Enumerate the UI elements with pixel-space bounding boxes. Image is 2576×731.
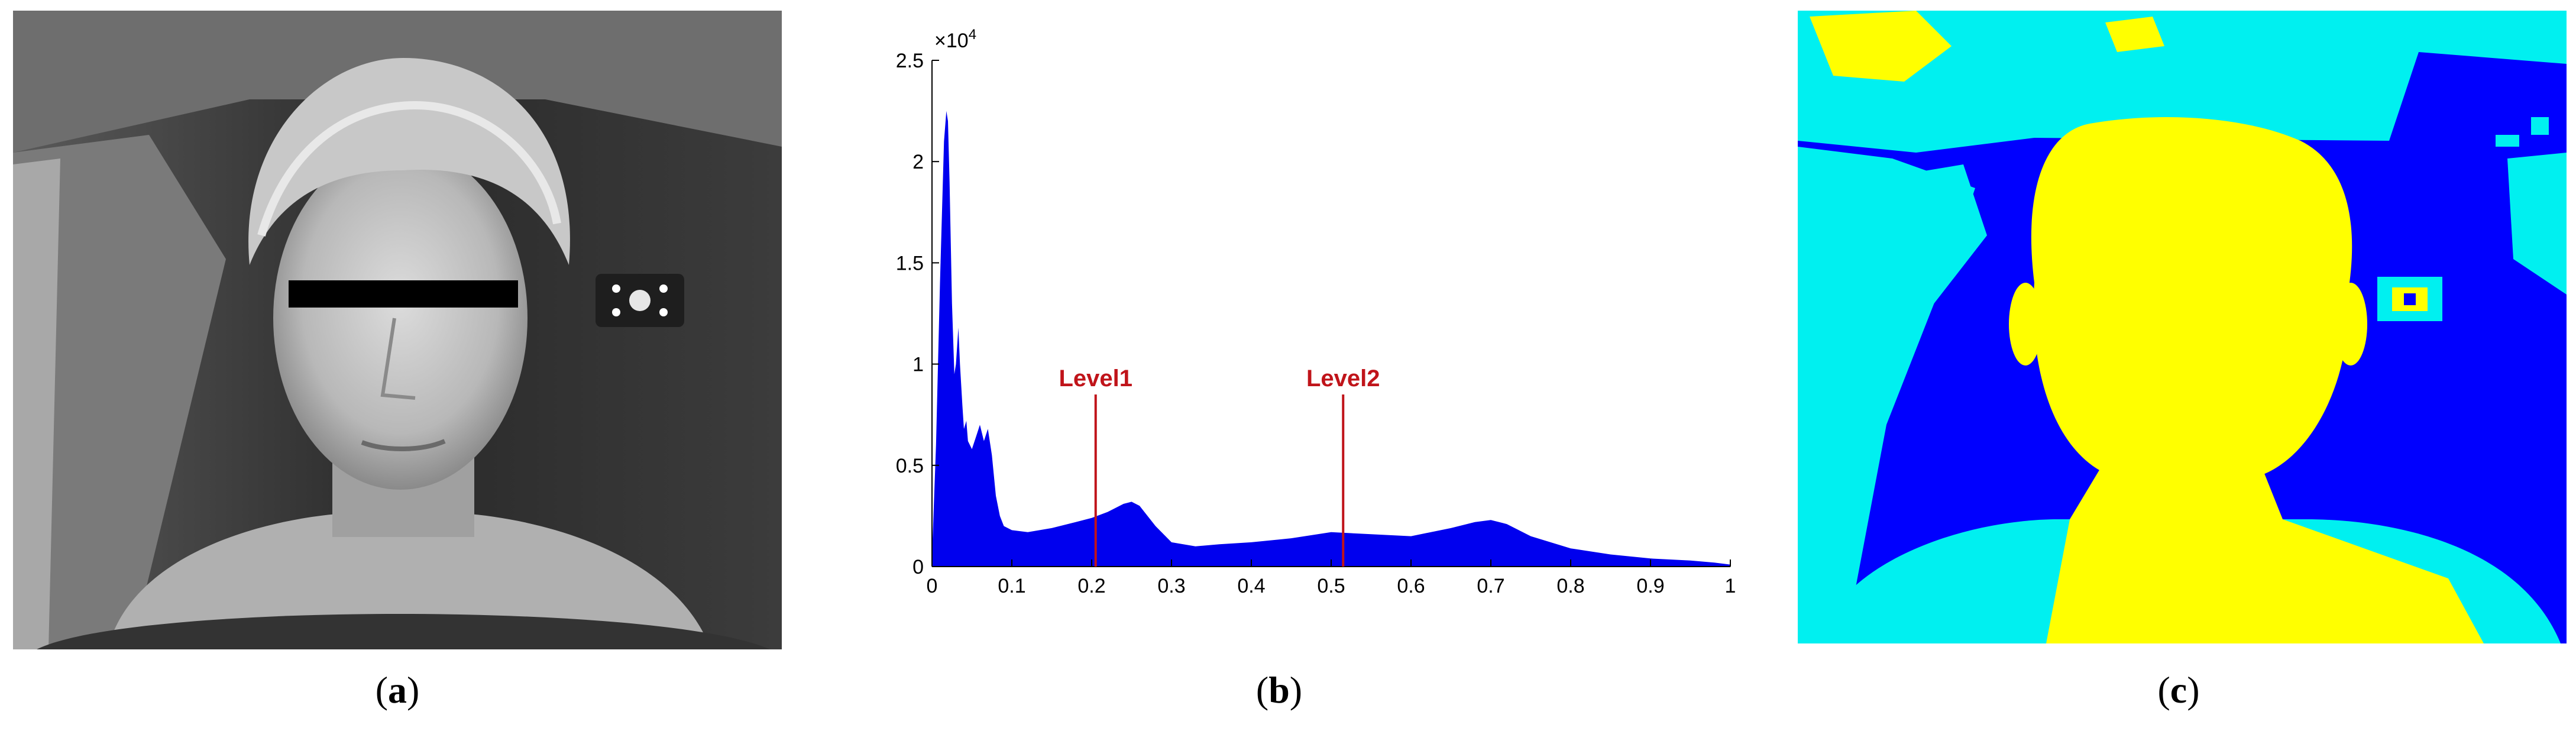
histogram-panel-b: 0 0.1 0.2 0.3 0.4 0.5 0.6 0.7 0.8 0.9 1 0 0.5 1 1.5 2 2.… (875, 11, 1750, 638)
histogram-area (932, 111, 1730, 567)
y-tick-label: 0.5 (896, 455, 924, 477)
level-label: Level1 (1059, 366, 1132, 392)
caption-b: (b) (1255, 669, 1303, 711)
x-tick-label: 0.5 (1317, 575, 1345, 597)
caption-a: (a) (375, 669, 420, 711)
x-tick-label: 0.9 (1636, 575, 1664, 597)
y-multiplier-label: ×104 (934, 27, 976, 52)
y-tick-label: 1 (912, 354, 924, 376)
x-tick-label: 0.6 (1397, 575, 1425, 597)
photo-panel-a (13, 11, 782, 649)
x-tick-label: 0.7 (1477, 575, 1504, 597)
x-tick-label: 0.4 (1237, 575, 1265, 597)
y-tick-label: 2 (912, 151, 924, 173)
level-label: Level2 (1306, 366, 1380, 392)
y-tick-label: 1.5 (896, 252, 924, 274)
x-tick-label: 0.1 (998, 575, 1025, 597)
censor-bar (289, 280, 518, 308)
x-tick-label: 0.2 (1077, 575, 1105, 597)
y-tick-label: 2.5 (896, 50, 924, 72)
x-tick-label: 1 (1725, 575, 1736, 597)
y-tick-label: 0 (912, 556, 924, 578)
driver-grayscale-photo (13, 11, 782, 649)
caption-c: (c) (2157, 669, 2200, 711)
x-tick-label: 0.8 (1556, 575, 1584, 597)
segmented-panel-c (1798, 11, 2567, 643)
x-tick-label: 0 (927, 575, 938, 597)
x-tick-label: 0.3 (1157, 575, 1185, 597)
segmented-image (1798, 11, 2567, 643)
histogram-chart: 0 0.1 0.2 0.3 0.4 0.5 0.6 0.7 0.8 0.9 1 0 0.5 1 1.5 2 2.… (896, 27, 1736, 597)
